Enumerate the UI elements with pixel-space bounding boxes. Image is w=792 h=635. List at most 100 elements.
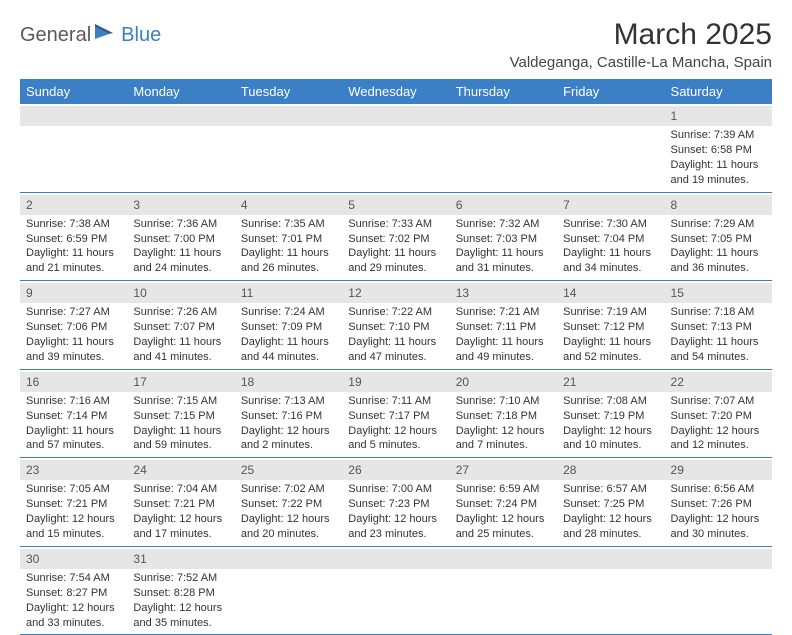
daylight-line: Daylight: 11 hours and 36 minutes. [671, 246, 766, 276]
sunrise-line: Sunrise: 7:39 AM [671, 128, 766, 143]
sunrise-line: Sunrise: 7:15 AM [133, 394, 228, 409]
sunset-line: Sunset: 7:05 PM [671, 232, 766, 247]
day-number: 7 [557, 195, 664, 215]
day-number: 4 [235, 195, 342, 215]
daylight-line: Daylight: 11 hours and 34 minutes. [563, 246, 658, 276]
day-number: 24 [127, 460, 234, 480]
calendar-cell [20, 104, 127, 192]
daylight-line: Daylight: 12 hours and 2 minutes. [241, 424, 336, 454]
daylight-line: Daylight: 11 hours and 41 minutes. [133, 335, 228, 365]
sunrise-line: Sunrise: 7:29 AM [671, 217, 766, 232]
calendar-cell: 18Sunrise: 7:13 AMSunset: 7:16 PMDayligh… [235, 369, 342, 458]
sunset-line: Sunset: 7:12 PM [563, 320, 658, 335]
logo: General Blue [20, 24, 161, 47]
day-number: 25 [235, 460, 342, 480]
calendar-cell: 15Sunrise: 7:18 AMSunset: 7:13 PMDayligh… [665, 281, 772, 370]
calendar-cell: 10Sunrise: 7:26 AMSunset: 7:07 PMDayligh… [127, 281, 234, 370]
sunrise-line: Sunrise: 7:16 AM [26, 394, 121, 409]
sunset-line: Sunset: 7:03 PM [456, 232, 551, 247]
day-number: 30 [20, 549, 127, 569]
day-number: 15 [665, 283, 772, 303]
daylight-line: Daylight: 12 hours and 28 minutes. [563, 512, 658, 542]
day-number [235, 106, 342, 126]
daylight-line: Daylight: 11 hours and 59 minutes. [133, 424, 228, 454]
title-block: March 2025 Valdeganga, Castille-La Manch… [510, 18, 772, 71]
sunrise-line: Sunrise: 6:59 AM [456, 482, 551, 497]
weekday-header: Sunday [20, 79, 127, 104]
day-number: 29 [665, 460, 772, 480]
sunset-line: Sunset: 8:28 PM [133, 586, 228, 601]
sunset-line: Sunset: 7:15 PM [133, 409, 228, 424]
sunset-line: Sunset: 7:25 PM [563, 497, 658, 512]
daylight-line: Daylight: 11 hours and 49 minutes. [456, 335, 551, 365]
daylight-line: Daylight: 11 hours and 52 minutes. [563, 335, 658, 365]
day-number [557, 106, 664, 126]
sunrise-line: Sunrise: 7:54 AM [26, 571, 121, 586]
header: General Blue March 2025 Valdeganga, Cast… [20, 18, 772, 71]
sunset-line: Sunset: 7:07 PM [133, 320, 228, 335]
calendar-cell: 17 Sunrise: 7:15 AMSunset: 7:15 PMDayligh… [127, 369, 234, 458]
calendar-cell: 13Sunrise: 7:21 AMSunset: 7:11 PMDayligh… [450, 281, 557, 370]
daylight-line: Daylight: 12 hours and 23 minutes. [348, 512, 443, 542]
calendar-cell: 2Sunrise: 7:38 AMSunset: 6:59 PMDaylight… [20, 192, 127, 281]
day-number: 12 [342, 283, 449, 303]
daylight-line: Daylight: 12 hours and 5 minutes. [348, 424, 443, 454]
day-number: 10 [127, 283, 234, 303]
daylight-line: Daylight: 11 hours and 47 minutes. [348, 335, 443, 365]
calendar-row: 9Sunrise: 7:27 AMSunset: 7:06 PMDaylight… [20, 281, 772, 370]
sunset-line: Sunset: 7:19 PM [563, 409, 658, 424]
daylight-line: Daylight: 12 hours and 10 minutes. [563, 424, 658, 454]
calendar-cell [342, 104, 449, 192]
day-number: 26 [342, 460, 449, 480]
logo-flag-icon [95, 24, 117, 47]
day-number [450, 549, 557, 569]
sunset-line: Sunset: 8:27 PM [26, 586, 121, 601]
sunrise-line: Sunrise: 7:00 AM [348, 482, 443, 497]
calendar-cell [235, 546, 342, 635]
sunset-line: Sunset: 7:00 PM [133, 232, 228, 247]
sunrise-line: Sunrise: 7:21 AM [456, 305, 551, 320]
weekday-header-row: SundayMondayTuesdayWednesdayThursdayFrid… [20, 79, 772, 104]
calendar-cell [557, 104, 664, 192]
sunset-line: Sunset: 7:06 PM [26, 320, 121, 335]
day-number: 13 [450, 283, 557, 303]
day-number [665, 549, 772, 569]
calendar-cell: 19Sunrise: 7:11 AMSunset: 7:17 PMDayligh… [342, 369, 449, 458]
day-number: 31 [127, 549, 234, 569]
daylight-line: Daylight: 11 hours and 39 minutes. [26, 335, 121, 365]
calendar-cell: 5Sunrise: 7:33 AMSunset: 7:02 PMDaylight… [342, 192, 449, 281]
sunrise-line: Sunrise: 7:24 AM [241, 305, 336, 320]
sunset-line: Sunset: 7:23 PM [348, 497, 443, 512]
sunrise-line: Sunrise: 7:08 AM [563, 394, 658, 409]
day-number: 1 [665, 106, 772, 126]
day-number: 8 [665, 195, 772, 215]
calendar-cell [450, 104, 557, 192]
sunrise-line: Sunrise: 7:05 AM [26, 482, 121, 497]
day-number [342, 549, 449, 569]
daylight-line: Daylight: 12 hours and 15 minutes. [26, 512, 121, 542]
daylight-line: Daylight: 11 hours and 29 minutes. [348, 246, 443, 276]
day-number: 16 [20, 372, 127, 392]
calendar-table: SundayMondayTuesdayWednesdayThursdayFrid… [20, 79, 772, 635]
calendar-cell [557, 546, 664, 635]
daylight-line: Daylight: 12 hours and 12 minutes. [671, 424, 766, 454]
logo-text-general: General [20, 24, 91, 47]
sunset-line: Sunset: 7:20 PM [671, 409, 766, 424]
daylight-line: Daylight: 11 hours and 54 minutes. [671, 335, 766, 365]
calendar-cell: 6Sunrise: 7:32 AMSunset: 7:03 PMDaylight… [450, 192, 557, 281]
month-title: March 2025 [510, 18, 772, 52]
day-number: 3 [127, 195, 234, 215]
sunset-line: Sunset: 7:14 PM [26, 409, 121, 424]
weekday-header: Saturday [665, 79, 772, 104]
day-number [235, 549, 342, 569]
day-number [450, 106, 557, 126]
calendar-cell: 25Sunrise: 7:02 AMSunset: 7:22 PMDayligh… [235, 458, 342, 547]
sunset-line: Sunset: 7:24 PM [456, 497, 551, 512]
sunset-line: Sunset: 7:13 PM [671, 320, 766, 335]
day-number: 17 [127, 372, 234, 392]
daylight-line: Daylight: 11 hours and 31 minutes. [456, 246, 551, 276]
calendar-cell: 9Sunrise: 7:27 AMSunset: 7:06 PMDaylight… [20, 281, 127, 370]
day-number [557, 549, 664, 569]
day-number [342, 106, 449, 126]
calendar-cell: 3Sunrise: 7:36 AMSunset: 7:00 PMDaylight… [127, 192, 234, 281]
